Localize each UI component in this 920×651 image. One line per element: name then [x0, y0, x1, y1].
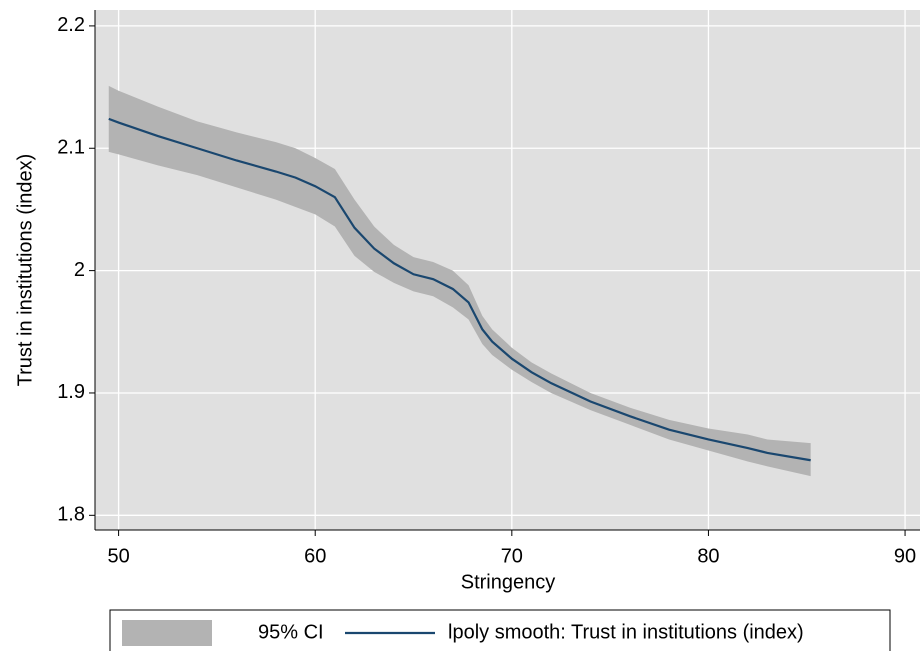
marks	[108, 85, 811, 477]
axes: 1.8 1.9 2 2.1 2.2 50 60 70 80 90	[57, 14, 916, 567]
x-tick-label: 90	[894, 545, 916, 567]
x-axis-title: Stringency	[461, 571, 556, 593]
legend-label: lpoly smooth: Trust in institutions (ind…	[448, 621, 804, 643]
legend-swatch	[122, 620, 212, 646]
legend-label: 95% CI	[258, 621, 324, 643]
y-tick-label: 2.1	[57, 137, 85, 159]
confidence-band	[108, 85, 811, 477]
x-tick-label: 60	[304, 545, 326, 567]
x-tick-label: 50	[107, 545, 129, 567]
smooth-line	[108, 117, 811, 462]
legend-box	[109, 609, 891, 651]
y-tick-label: 2.2	[57, 14, 85, 36]
y-tick-label: 1.9	[57, 381, 85, 403]
y-axis-title: Trust in institutions (index)	[14, 154, 36, 387]
legend: 95% CI lpoly smooth: Trust in institution…	[122, 620, 804, 646]
x-tick-label: 70	[501, 545, 523, 567]
y-tick-label: 2	[74, 259, 85, 281]
x-tick-label: 80	[697, 545, 719, 567]
y-tick-label: 1.8	[57, 504, 85, 526]
